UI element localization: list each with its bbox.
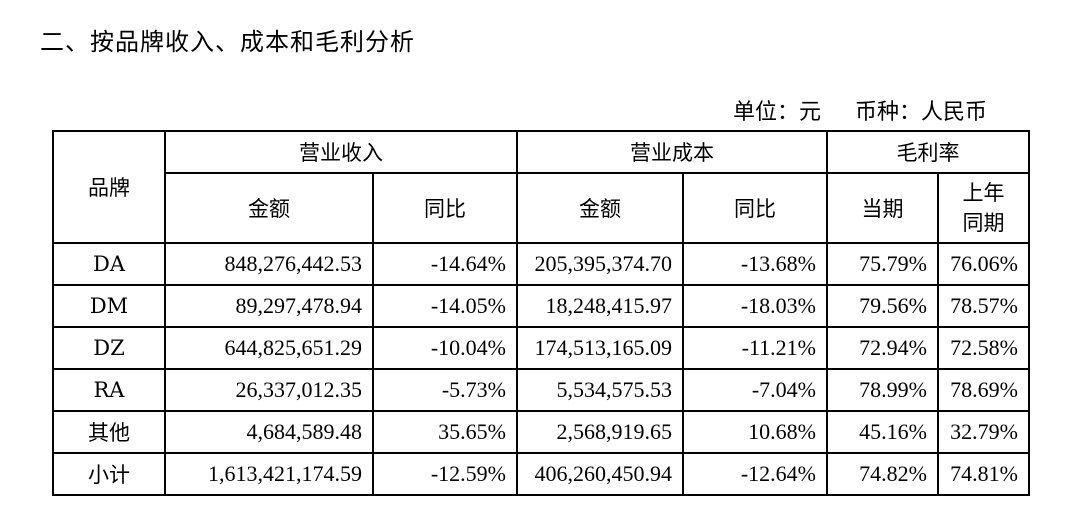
header-margin-current: 当期 [826,172,939,244]
table-row: 其他 4,684,589.48 35.65% 2,568,919.65 10.68% 45… [52,410,1030,454]
cell-brand: 其他 [52,410,166,454]
table-row: DZ 644,825,651.29 -10.04% 174,513,165.09 -11… [52,326,1030,370]
header-gross-margin: 毛利率 [826,130,1030,174]
cell-cost-amount: 205,395,374.70 [516,242,684,286]
table-body: DA 848,276,442.53 -14.64% 205,395,374.70 -13… [52,242,1030,496]
cell-brand: DM [52,284,166,328]
cell-margin-prior: 72.58% [937,326,1030,370]
header-cost-amount: 金额 [516,172,684,244]
header-margin-prior-year: 上年 同期 [937,172,1030,244]
table-row: DM 89,297,478.94 -14.05% 18,248,415.97 -18.0… [52,284,1030,328]
cell-margin-current: 78.99% [826,368,939,412]
header-prior-line1: 上年 [962,181,1005,205]
header-revenue-yoy: 同比 [372,172,518,244]
cell-revenue-amount: 848,276,442.53 [164,242,374,286]
cell-revenue-amount: 26,337,012.35 [164,368,374,412]
cell-margin-prior: 78.69% [937,368,1030,412]
cell-margin-current: 74.82% [826,452,939,496]
cell-cost-amount: 406,260,450.94 [516,452,684,496]
header-row-2: 金额 同比 金额 同比 当期 上年 同期 [53,172,1030,244]
cell-margin-current: 72.94% [826,326,939,370]
cell-margin-prior: 76.06% [937,242,1030,286]
cell-revenue-amount: 4,684,589.48 [164,410,374,454]
cell-cost-yoy: -12.64% [682,452,828,496]
table-row: 小计 1,613,421,174.59 -12.59% 406,260,450.94-… [52,452,1030,496]
cell-margin-prior: 32.79% [937,410,1030,454]
cell-brand: RA [52,368,166,412]
cell-cost-yoy: -18.03% [682,284,828,328]
cell-revenue-yoy: -14.05% [372,284,518,328]
cell-brand: DZ [52,326,166,370]
cell-revenue-yoy: 35.65% [372,410,518,454]
cell-brand: 小计 [52,452,166,496]
cell-cost-amount: 2,568,919.65 [516,410,684,454]
cell-revenue-amount: 1,613,421,174.59 [164,452,374,496]
cell-revenue-amount: 89,297,478.94 [164,284,374,328]
currency-label: 币种：人民币 [854,100,987,125]
unit-label: 单位：元 [732,100,821,125]
cell-cost-yoy: 10.68% [682,410,828,454]
cell-cost-yoy: -13.68% [682,242,828,286]
cell-revenue-yoy: -12.59% [372,452,518,496]
cell-brand: DA [52,242,166,286]
cell-cost-yoy: -7.04% [682,368,828,412]
header-row-1: 品牌 营业收入 营业成本 毛利率 [52,130,1030,244]
cell-revenue-amount: 644,825,651.29 [164,326,374,370]
table-row: RA 26,337,012.35 -5.73% 5,534,575.53 -7.04% 7… [52,368,1030,412]
header-revenue: 营业收入 [164,130,518,174]
header-brand: 品牌 [52,130,166,244]
cell-cost-amount: 18,248,415.97 [516,284,684,328]
brand-analysis-table: 品牌 营业收入 营业成本 毛利率 金额 同比 金额 同比 当期 上年 同期 DA… [52,130,1030,496]
table-row: DA 848,276,442.53 -14.64% 205,395,374.70 -13… [52,242,1030,286]
cell-margin-current: 75.79% [826,242,939,286]
cell-revenue-yoy: -14.64% [372,242,518,286]
cell-margin-current: 79.56% [826,284,939,328]
cell-cost-amount: 5,534,575.53 [516,368,684,412]
header-cost: 营业成本 [516,130,828,174]
cell-revenue-yoy: -5.73% [372,368,518,412]
header-cost-yoy: 同比 [682,172,828,244]
header-prior-line2: 同期 [962,211,1005,235]
cell-revenue-yoy: -10.04% [372,326,518,370]
cell-cost-yoy: -11.21% [682,326,828,370]
cell-cost-amount: 174,513,165.09 [516,326,684,370]
cell-margin-current: 45.16% [826,410,939,454]
cell-margin-prior: 74.81% [937,452,1030,496]
header-revenue-amount: 金额 [164,172,374,244]
cell-margin-prior: 78.57% [937,284,1030,328]
section-title: 二、按品牌收入、成本和毛利分析 [40,28,415,56]
unit-currency-line: 单位：元 币种：人民币 [733,94,987,126]
